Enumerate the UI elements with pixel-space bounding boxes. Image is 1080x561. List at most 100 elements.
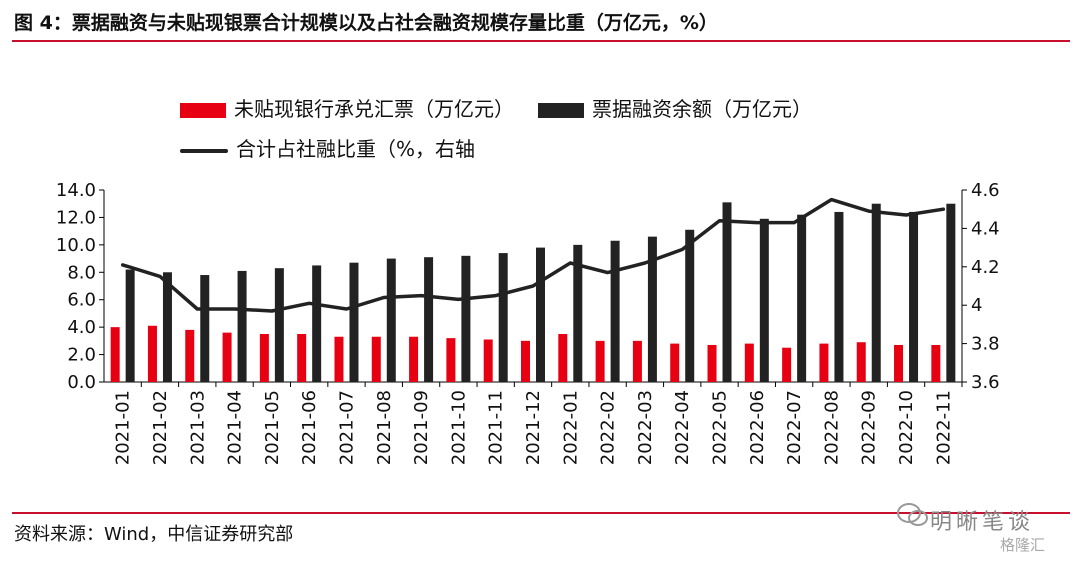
bar-bill-financing [536,247,545,382]
bar-unbilled [297,334,307,382]
bar-unbilled [894,344,904,382]
bar-bill-financing [386,258,396,382]
legend-swatch-ratio [180,148,228,153]
watermark: 明晰笔谈 [930,510,1035,535]
bar-unbilled [185,329,195,382]
right-tick-label: 4.6 [971,180,1000,201]
x-tick-label: 2022-04 [672,390,693,465]
x-tick-label: 2022-05 [710,390,731,465]
bar-unbilled [632,340,642,382]
x-tick-label: 2021-12 [523,390,544,465]
left-tick-label: 0.0 [67,372,96,393]
left-tick-label: 6.0 [67,290,96,311]
bar-unbilled [147,325,157,382]
bar-unbilled [744,343,754,382]
right-tick-label: 4 [971,295,982,316]
source-note: 资料来源：Wind，中信证券研究部 [14,524,294,545]
bar-bill-financing [946,203,956,382]
bar-bill-financing [722,202,732,382]
x-tick-label: 2021-01 [113,390,134,465]
line-ratio [120,197,946,313]
legend-label-bill-financing: 票据融资余额（万亿元） [592,97,812,121]
bar-unbilled [259,334,269,382]
x-tick-label: 2022-06 [747,390,768,465]
legend-swatch-bill-financing [538,103,584,118]
left-tick-label: 4.0 [67,317,96,338]
left-tick-label: 12.0 [56,207,96,228]
bar-unbilled [446,338,456,382]
x-tick-label: 2021-10 [448,390,469,465]
watermark-sub: 格隆汇 [1000,536,1046,554]
x-tick-label: 2021-03 [187,390,208,465]
bar-unbilled [595,340,605,382]
figure-title: 图 4：票据融资与未贴现银票合计规模以及占社会融资规模存量比重（万亿元，%） [14,12,718,34]
x-tick-label: 2021-05 [262,390,283,465]
bar-unbilled [670,343,680,382]
x-tick-label: 2022-10 [896,390,917,465]
bar-unbilled [371,336,381,382]
bar-bill-financing [647,236,657,382]
bar-bill-financing [909,211,919,382]
left-tick-label: 14.0 [56,180,96,201]
bar-bill-financing [685,229,695,382]
bar-bill-financing [312,265,322,382]
bar-unbilled [558,334,568,382]
bar-bill-financing [573,244,583,382]
left-tick-label: 8.0 [67,262,96,283]
bar-bill-financing [461,255,471,382]
source-rule [12,512,1070,514]
bar-bill-financing [237,270,247,382]
bar-bill-financing [349,262,359,382]
bar-bill-financing [200,275,210,382]
x-tick-label: 2022-11 [933,390,954,465]
legend-swatch-unbilled [180,103,226,118]
bar-unbilled [222,332,232,382]
bar-bill-financing [498,253,508,382]
bar-unbilled [782,347,792,382]
bar-bill-financing [162,272,172,382]
x-tick-label: 2022-01 [560,390,581,465]
bar-bill-financing [424,257,434,382]
bar-unbilled [856,342,866,382]
bar-unbilled [819,343,829,382]
x-tick-label: 2021-06 [299,390,320,465]
x-tick-label: 2021-08 [374,390,395,465]
right-tick-label: 4.4 [971,218,1000,239]
legend-item-unbilled: 未贴现银行承兑汇票（万亿元） [180,93,514,122]
right-tick-label: 3.6 [971,372,1000,393]
bar-bill-financing [610,240,620,382]
bar-bill-financing [274,268,284,382]
bar-bill-financing [759,218,769,382]
x-tick-label: 2021-02 [150,390,171,465]
bar-unbilled [521,340,530,382]
bar-unbilled [409,336,419,382]
bar-unbilled [931,344,941,382]
bar-unbilled [483,339,493,382]
x-tick-label: 2022-07 [784,390,805,465]
left-tick-label: 2.0 [67,345,96,366]
legend-item-ratio: 合计占社融比重（%，右轴 [180,133,475,162]
right-tick-label: 3.8 [971,334,1000,355]
x-tick-label: 2022-09 [859,390,880,465]
legend-item-bill-financing: 票据融资余额（万亿元） [538,93,812,122]
bar-unbilled [110,327,120,382]
wechat-icon [897,503,928,526]
x-tick-label: 2021-09 [411,390,432,465]
bar-bill-financing [125,269,135,382]
x-tick-label: 2022-08 [821,390,842,465]
x-tick-label: 2021-07 [336,390,357,465]
legend-label-ratio: 合计占社融比重（%，右轴 [236,137,476,161]
x-tick-label: 2021-11 [486,390,507,465]
bar-bill-financing [871,203,881,382]
bar-bill-financing [797,214,807,382]
x-tick-label: 2022-03 [635,390,656,465]
bar-bill-financing [834,211,844,382]
right-tick-label: 4.2 [971,257,1000,278]
title-rule [12,40,1070,42]
legend-label-unbilled: 未贴现银行承兑汇票（万亿元） [234,97,514,121]
left-tick-label: 10.0 [56,235,96,256]
x-tick-label: 2021-04 [225,390,246,465]
bar-unbilled [334,336,344,382]
bar-unbilled [707,344,717,382]
